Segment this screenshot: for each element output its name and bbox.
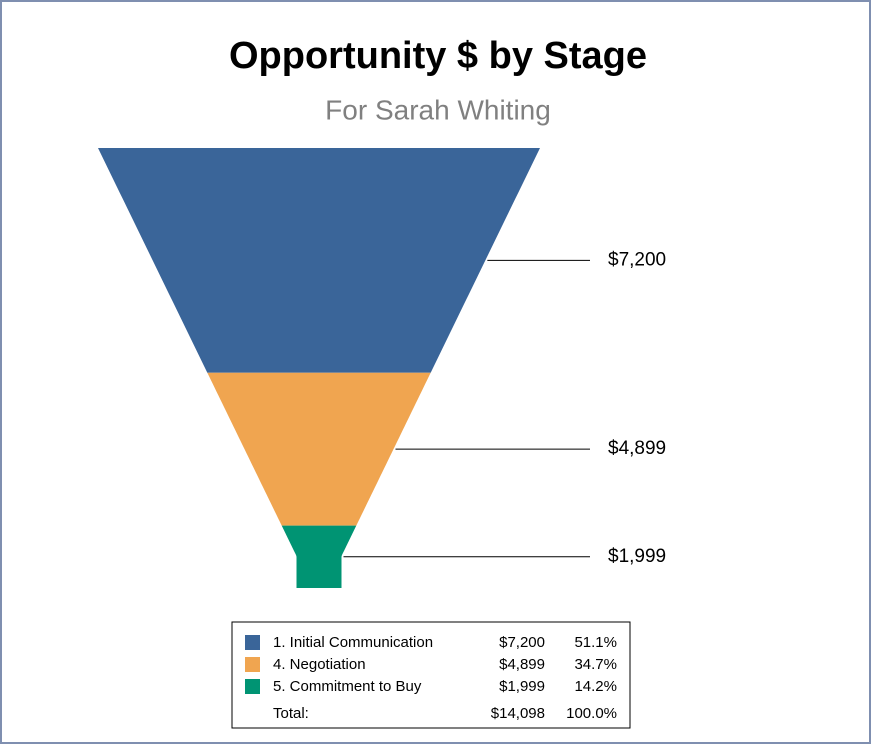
chart-title: Opportunity $ by Stage — [229, 35, 647, 77]
legend-value: $1,999 — [499, 678, 545, 695]
funnel-segment — [207, 372, 431, 526]
legend-swatch — [245, 679, 260, 694]
total-share: 100.0% — [566, 705, 617, 722]
legend-share: 14.2% — [574, 678, 617, 695]
funnel-segment — [98, 148, 540, 373]
total-value: $14,098 — [491, 705, 545, 722]
total-label: Total: — [273, 705, 309, 722]
legend-label: 4. Negotiation — [273, 656, 366, 673]
data-label: $4,899 — [608, 438, 666, 459]
legend-swatch — [245, 635, 260, 650]
legend-share: 51.1% — [574, 634, 617, 651]
legend-value: $7,200 — [499, 634, 545, 651]
legend-swatch — [245, 657, 260, 672]
legend-value: $4,899 — [499, 656, 545, 673]
data-label: $1,999 — [608, 546, 666, 567]
legend-label: 1. Initial Communication — [273, 634, 433, 651]
data-label: $7,200 — [608, 249, 666, 270]
legend-box — [231, 621, 631, 729]
funnel-segment — [281, 525, 357, 588]
legend-label: 5. Commitment to Buy — [273, 678, 422, 695]
chart-subtitle: For Sarah Whiting — [325, 94, 551, 125]
legend-share: 34.7% — [574, 656, 617, 673]
